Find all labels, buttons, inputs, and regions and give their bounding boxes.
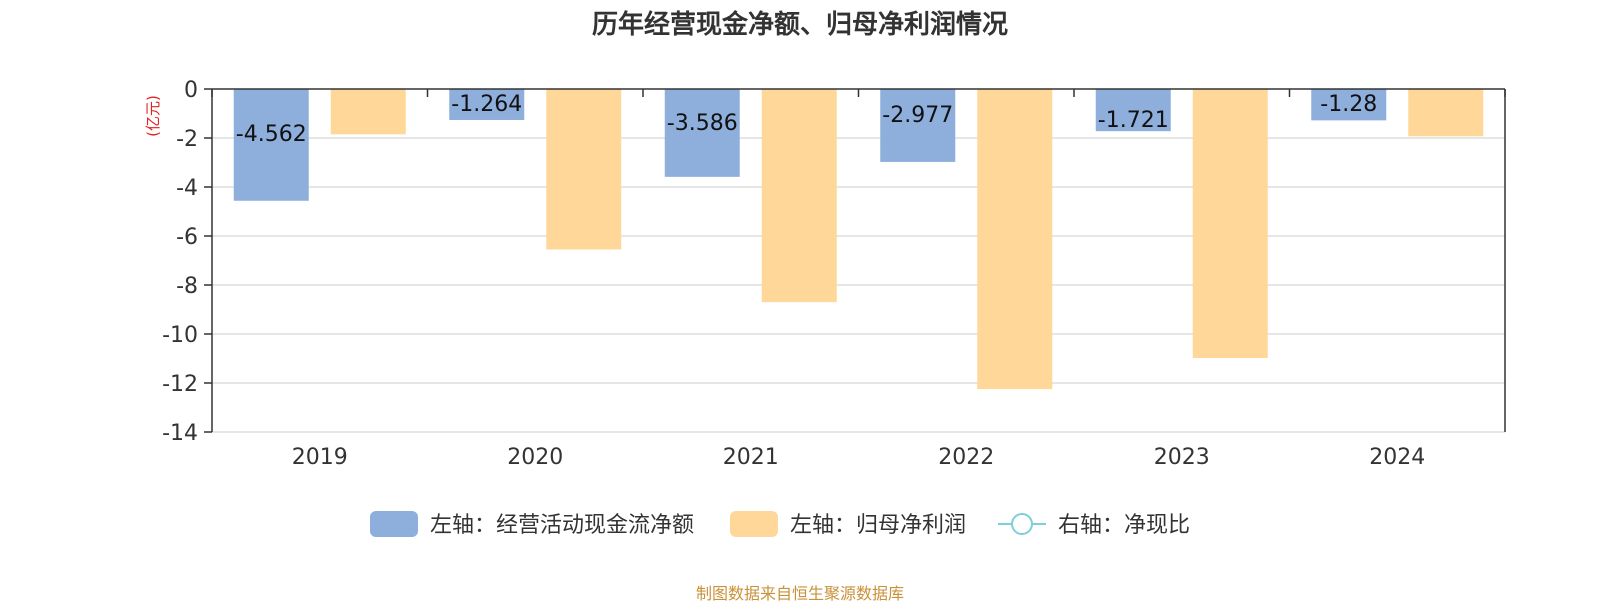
x-tick-label: 2020 — [507, 445, 563, 470]
data-label: -4.562 — [236, 122, 307, 147]
bar-net-profit — [330, 89, 406, 135]
x-tick-label: 2024 — [1369, 445, 1425, 470]
x-tick-label: 2019 — [292, 445, 348, 470]
bars — [233, 89, 1484, 390]
y-tick-label: -8 — [176, 274, 198, 299]
bar-operating-cash-flow — [664, 89, 740, 177]
bar-operating-cash-flow — [1095, 89, 1171, 132]
legend-label: 左轴：经营活动现金流净额 — [430, 513, 694, 538]
chart-title: 历年经营现金净额、归母净利润情况 — [591, 10, 1008, 40]
data-label: -1.264 — [451, 92, 522, 117]
bar-net-profit — [546, 89, 622, 250]
x-tick-label: 2021 — [723, 445, 779, 470]
y-tick-label: -12 — [162, 372, 198, 397]
legend-swatch — [370, 511, 418, 537]
y-axis-label: (亿元) — [144, 95, 162, 137]
y-tick-label: -14 — [162, 421, 198, 446]
x-tick-label: 2023 — [1154, 445, 1210, 470]
legend: 左轴：经营活动现金流净额 左轴：归母净利润 右轴：净现比 — [370, 511, 1190, 538]
data-label: -2.977 — [882, 103, 953, 128]
y-tick-label: -6 — [176, 225, 198, 250]
bar-net-profit — [977, 89, 1053, 390]
y-tick-label: -2 — [176, 127, 198, 152]
bar-net-profit — [1192, 89, 1268, 359]
bar-operating-cash-flow — [880, 89, 956, 162]
bar-operating-cash-flow — [1311, 89, 1387, 121]
legend-marker — [1011, 513, 1033, 535]
grid-lines — [212, 137, 1505, 433]
data-labels: -4.562 -1.264 -3.586 -2.977 -1.721 -1.28 — [236, 92, 1377, 147]
legend-swatch — [730, 511, 778, 537]
y-tick-label: 0 — [184, 78, 198, 103]
data-label: -3.586 — [667, 111, 738, 136]
data-label: -1.28 — [1320, 92, 1377, 117]
data-source-note: 制图数据来自恒生聚源数据库 — [695, 584, 904, 603]
legend-label: 右轴：净现比 — [1058, 513, 1190, 538]
bar-operating-cash-flow — [233, 89, 309, 201]
bar-net-profit — [761, 89, 837, 303]
y-tick-label: -4 — [176, 176, 198, 201]
bar-chart: 0 -2 -4 -6 -8 -10 -12 -14 2019 2020 2021 2022 2023 20… — [144, 78, 1506, 538]
axes: 0 -2 -4 -6 -8 -10 -12 -14 2019 2020 2021 2022 2023 20… — [162, 78, 1506, 470]
data-label: -1.721 — [1098, 108, 1169, 133]
x-tick-label: 2022 — [938, 445, 994, 470]
legend-label: 左轴：归母净利润 — [790, 513, 966, 538]
y-tick-label: -10 — [162, 323, 198, 348]
bar-operating-cash-flow — [449, 89, 525, 120]
bar-net-profit — [1408, 89, 1484, 137]
